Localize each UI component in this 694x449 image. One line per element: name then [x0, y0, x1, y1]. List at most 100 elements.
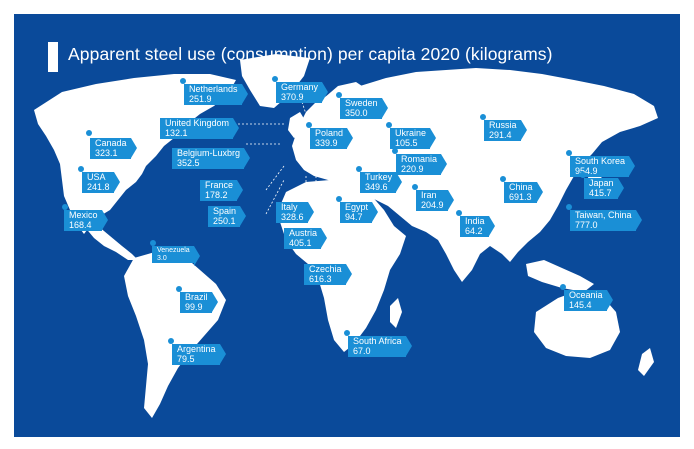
country-label-usa: USA 241.8 [82, 172, 119, 193]
country-name: Russia [489, 120, 517, 130]
country-name: Belgium-Luxbrg [177, 148, 241, 158]
steel-use-value: 3.0 [157, 254, 167, 262]
country-label-south-korea: South Korea 954.9 [570, 156, 636, 177]
country-label-argentina: Argentina 79.5 [172, 344, 226, 365]
country-label-oceania: Oceania 145.4 [564, 290, 613, 311]
country-label-austria: Austria 405.1 [284, 228, 328, 249]
steel-use-value: 67.0 [353, 345, 371, 356]
steel-use-value: 251.9 [189, 93, 212, 104]
location-pin-poland [306, 122, 312, 128]
country-label-ukraine: Ukraine 105.5 [390, 128, 437, 149]
location-pin-germany [272, 76, 278, 82]
country-label-iran: Iran 204.9 [416, 190, 453, 211]
country-label-romania: Romania 220.9 [396, 154, 448, 175]
country-label-netherlands: Netherlands 251.9 [184, 84, 248, 105]
country-name: Taiwan, China [575, 210, 632, 220]
location-pin-ukraine [386, 122, 392, 128]
location-pin-netherlands [180, 78, 186, 84]
country-name: China [509, 182, 533, 192]
country-label-canada: Canada 323.1 [90, 138, 136, 159]
steel-use-value: 145.4 [569, 299, 592, 310]
connector-line-france [265, 165, 285, 191]
new-zealand-land [638, 348, 654, 376]
country-label-japan: Japan 415.7 [584, 178, 623, 199]
country-name: India [465, 216, 485, 226]
country-label-italy: Italy 328.6 [276, 202, 313, 223]
country-name: Sweden [345, 98, 378, 108]
country-name: Czechia [309, 264, 342, 274]
steel-use-value: 323.1 [95, 147, 118, 158]
madagascar-land [390, 298, 402, 328]
country-label-spain: Spain 250.1 [208, 206, 247, 227]
steel-use-value: 204.9 [421, 199, 444, 210]
country-name: Spain [213, 206, 237, 216]
country-label-germany: Germany 370.9 [276, 82, 329, 103]
steel-use-value: 954.9 [575, 165, 598, 176]
central-america-land [84, 226, 138, 260]
connector-line-spain [265, 179, 285, 215]
country-name: Oceania [569, 290, 603, 300]
country-label-united-kingdom: United Kingdom 132.1 [160, 118, 240, 139]
map-frame: Apparent steel use (consumption) per cap… [14, 14, 680, 437]
steel-use-value: 250.1 [213, 215, 236, 226]
location-pin-romania [392, 148, 398, 154]
country-label-russia: Russia 291.4 [484, 120, 526, 141]
steel-use-value: 291.4 [489, 129, 512, 140]
country-name: Netherlands [189, 84, 238, 94]
south-america-land [124, 250, 226, 418]
country-name: Egypt [345, 202, 369, 212]
country-label-sweden: Sweden 350.0 [340, 98, 388, 119]
steel-use-value: 220.9 [401, 163, 424, 174]
location-pin-sweden [336, 92, 342, 98]
location-pin-russia [480, 114, 486, 120]
steel-use-value: 405.1 [289, 237, 312, 248]
steel-use-value: 105.5 [395, 137, 418, 148]
country-name: Venezuela [157, 247, 190, 254]
country-name: Ukraine [395, 128, 427, 138]
connector-line-romania [369, 153, 395, 161]
country-label-czechia: Czechia 616.3 [304, 264, 351, 285]
title-accent-bar [48, 42, 58, 72]
uk-land [288, 112, 306, 138]
country-label-poland: Poland 339.9 [310, 128, 354, 149]
steel-use-value: 349.6 [365, 181, 388, 192]
steel-use-value: 370.9 [281, 91, 304, 102]
steel-use-value: 415.7 [589, 187, 612, 198]
country-name: Brazil [185, 292, 208, 302]
southeast-asia-islands [526, 260, 594, 292]
location-pin-oceania [560, 284, 566, 290]
country-label-south-africa: South Africa 67.0 [348, 336, 412, 357]
steel-use-value: 350.0 [345, 107, 368, 118]
steel-use-value: 328.6 [281, 211, 304, 222]
location-pin-china [500, 176, 506, 182]
country-name: USA [87, 172, 106, 182]
steel-use-value: 691.3 [509, 191, 532, 202]
steel-use-value: 99.9 [185, 301, 203, 312]
country-name: South Korea [575, 156, 626, 166]
country-name: Argentina [177, 344, 216, 354]
country-name: Turkey [365, 172, 393, 182]
location-pin-canada [86, 130, 92, 136]
country-name: Italy [281, 202, 298, 212]
country-label-china: China 691.3 [504, 182, 542, 203]
connector-line-ukraine [369, 131, 389, 137]
country-label-brazil: Brazil 99.9 [180, 292, 217, 313]
location-pin-iran [412, 184, 418, 190]
location-pin-turkey [356, 166, 362, 172]
location-pin-venezuela [150, 240, 156, 246]
location-pin-mexico [62, 204, 68, 210]
steel-use-value: 241.8 [87, 181, 110, 192]
steel-use-value: 178.2 [205, 189, 228, 200]
country-name: Canada [95, 138, 127, 148]
country-label-venezuela: Venezuela 3.0 [152, 246, 200, 266]
country-name: Iran [421, 190, 437, 200]
country-name: Poland [315, 128, 344, 138]
steel-use-value: 777.0 [575, 219, 598, 230]
country-label-mexico: Mexico 168.4 [64, 210, 107, 231]
location-pin-south-korea [566, 150, 572, 156]
country-name: Romania [401, 154, 438, 164]
steel-use-value: 339.9 [315, 137, 338, 148]
country-label-taiwan-china: Taiwan, China 777.0 [570, 210, 642, 231]
location-pin-japan [580, 172, 586, 178]
location-pin-india [456, 210, 462, 216]
